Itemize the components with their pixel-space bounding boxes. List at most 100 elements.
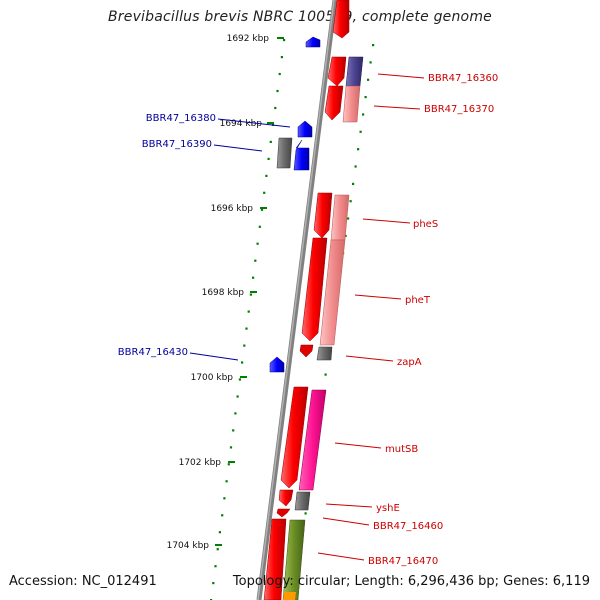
gene-zapa[interactable] — [316, 346, 333, 361]
gene-feature-top[interactable] — [332, 0, 350, 39]
tick-1694: 1694 kbp — [220, 119, 274, 129]
tick-dot — [243, 344, 246, 347]
right-labels: BBR47_16360 BBR47_16370 pheS pheT zapA m… — [317, 73, 498, 567]
tick-dot — [227, 463, 230, 466]
tick-dot — [369, 61, 372, 64]
tick-dot — [214, 565, 217, 568]
tick-label-1700: 1700 kbp — [191, 373, 234, 383]
label-bbr47-16470[interactable]: BBR47_16470 — [368, 556, 438, 567]
tick-dot — [260, 208, 264, 211]
tick-dot — [238, 378, 241, 381]
gene-bbr47-16460[interactable] — [276, 508, 291, 518]
label-bbr47-16460[interactable]: BBR47_16460 — [373, 521, 443, 532]
gene-bbr47-16390[interactable] — [293, 139, 310, 171]
tick-1700: 1700 kbp — [191, 373, 247, 383]
gene-mutsb[interactable] — [280, 386, 309, 489]
gene-yshe[interactable] — [278, 489, 294, 507]
left-labels: BBR47_16380 BBR47_16390 BBR47_16430 — [118, 113, 291, 361]
tick-1702: 1702 kbp — [179, 458, 235, 468]
gene-bottom-orange[interactable] — [283, 592, 296, 600]
tick-dot — [223, 497, 226, 500]
gene-bbr47-16470-product[interactable] — [282, 519, 306, 600]
tick-dot — [269, 140, 272, 143]
tick-dot — [263, 191, 266, 194]
tick-dot — [283, 39, 286, 42]
tick-dot — [362, 113, 365, 116]
tick-1698: 1698 kbp — [202, 288, 257, 298]
gene-bbr47-16360-product[interactable] — [345, 56, 364, 87]
map-title: Brevibacillus brevis NBRC 100599, comple… — [108, 9, 492, 25]
tick-dot — [212, 582, 215, 585]
gene-bbr47-16390-neighbor[interactable] — [276, 137, 293, 169]
label-bbr47-16430[interactable]: BBR47_16430 — [118, 347, 188, 358]
tick-dot — [359, 130, 362, 133]
tick-1696: 1696 kbp — [211, 204, 267, 214]
gene-yshe-product[interactable] — [294, 491, 311, 511]
genome-backbone-highlight — [257, 0, 335, 600]
tick-dot — [278, 72, 281, 76]
label-phet[interactable]: pheT — [405, 295, 431, 306]
tick-dot — [221, 514, 224, 517]
tick-dot — [276, 89, 279, 93]
tick-label-1698: 1698 kbp — [202, 288, 245, 298]
tick-1704: 1704 kbp — [167, 541, 222, 551]
tick-dot — [265, 174, 268, 177]
tick-dot — [354, 165, 357, 168]
tick-dot — [357, 148, 360, 151]
gene-phes[interactable] — [313, 192, 333, 239]
tick-dot — [274, 106, 277, 110]
label-bbr47-16390[interactable]: BBR47_16390 — [142, 139, 212, 150]
gene-bbr47-16470[interactable] — [263, 518, 287, 600]
label-bbr47-16360[interactable]: BBR47_16360 — [428, 73, 498, 84]
tick-dot — [229, 446, 233, 449]
tick-dot — [225, 480, 228, 483]
gene-phet-product[interactable] — [319, 239, 346, 346]
tick-dot — [352, 182, 355, 185]
gene-mutsb-product[interactable] — [298, 389, 327, 491]
tick-dot — [267, 157, 270, 160]
genome-backbone — [256, 0, 338, 600]
tick-dot — [245, 327, 248, 330]
gene-bbr47-16360[interactable] — [327, 56, 347, 87]
label-phes[interactable]: pheS — [413, 219, 438, 230]
tick-label-1702: 1702 kbp — [179, 458, 222, 468]
tick-dot — [254, 259, 257, 262]
tick-dot — [258, 225, 261, 228]
tick-dot — [216, 548, 219, 551]
tick-label-1694: 1694 kbp — [220, 119, 263, 129]
tick-dot — [280, 56, 283, 59]
tick-dot — [256, 242, 259, 245]
kbp-ticks: 1692 kbp 1694 kbp 1696 kbp 1698 kbp 1700… — [167, 34, 284, 551]
label-bbr47-16370[interactable]: BBR47_16370 — [424, 104, 494, 115]
gene-forward-top[interactable] — [305, 36, 321, 48]
gene-phet-tail[interactable] — [299, 344, 314, 358]
gene-bbr47-16380[interactable] — [297, 120, 313, 138]
tick-dot — [349, 200, 352, 203]
tick-dot — [347, 217, 350, 220]
tick-dot — [252, 276, 255, 279]
tick-dot — [249, 293, 252, 296]
gene-bbr47-16370-product[interactable] — [342, 85, 361, 123]
tick-dot — [234, 412, 237, 415]
reverse-strand-features — [263, 0, 364, 600]
tick-dot — [372, 44, 375, 47]
label-yshe[interactable]: yshE — [376, 503, 400, 514]
forward-strand-features — [269, 36, 321, 373]
label-zapa[interactable]: zapA — [397, 357, 422, 368]
tick-dot — [364, 96, 367, 99]
gene-phet[interactable] — [301, 237, 328, 342]
tick-dot — [367, 78, 370, 81]
tick-label-1704: 1704 kbp — [167, 541, 210, 551]
label-mutsb[interactable]: mutSB — [385, 444, 418, 455]
tick-label-1692: 1692 kbp — [227, 34, 270, 44]
gene-bbr47-16430[interactable] — [269, 356, 285, 373]
gene-phes-product[interactable] — [330, 194, 350, 241]
accession-text: Accession: NC_012491 — [9, 574, 157, 589]
tick-1692: 1692 kbp — [227, 34, 284, 44]
tick-dot — [218, 531, 221, 534]
tick-dot — [304, 512, 307, 515]
label-bbr47-16380[interactable]: BBR47_16380 — [146, 113, 216, 124]
gene-bbr47-16370[interactable] — [324, 85, 344, 121]
tick-dot — [241, 361, 244, 364]
